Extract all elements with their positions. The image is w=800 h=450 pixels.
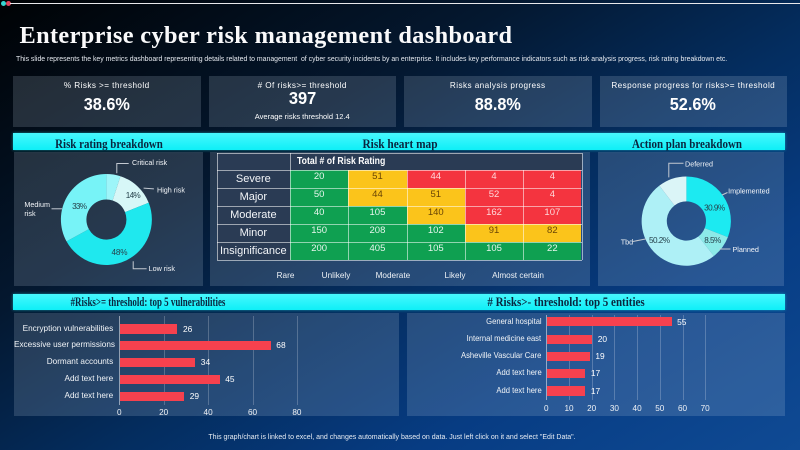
svg-text:Tbd: Tbd [620,237,632,246]
svg-text:48%: 48% [112,247,128,256]
svg-text:14%: 14% [126,190,141,199]
svg-text:Medium: Medium [24,200,50,209]
svg-text:Planned: Planned [732,244,758,253]
svg-text:33%: 33% [72,202,87,211]
svg-text:Implemented: Implemented [728,186,770,195]
svg-text:30.9%: 30.9% [704,203,725,212]
svg-text:risk: risk [24,209,36,218]
svg-text:Critical risk: Critical risk [132,157,168,166]
svg-text:8.5%: 8.5% [704,235,721,244]
svg-text:50.2%: 50.2% [649,235,670,244]
svg-text:Deferred: Deferred [685,159,713,168]
svg-text:High risk: High risk [157,185,185,194]
svg-text:Low risk: Low risk [149,263,176,272]
